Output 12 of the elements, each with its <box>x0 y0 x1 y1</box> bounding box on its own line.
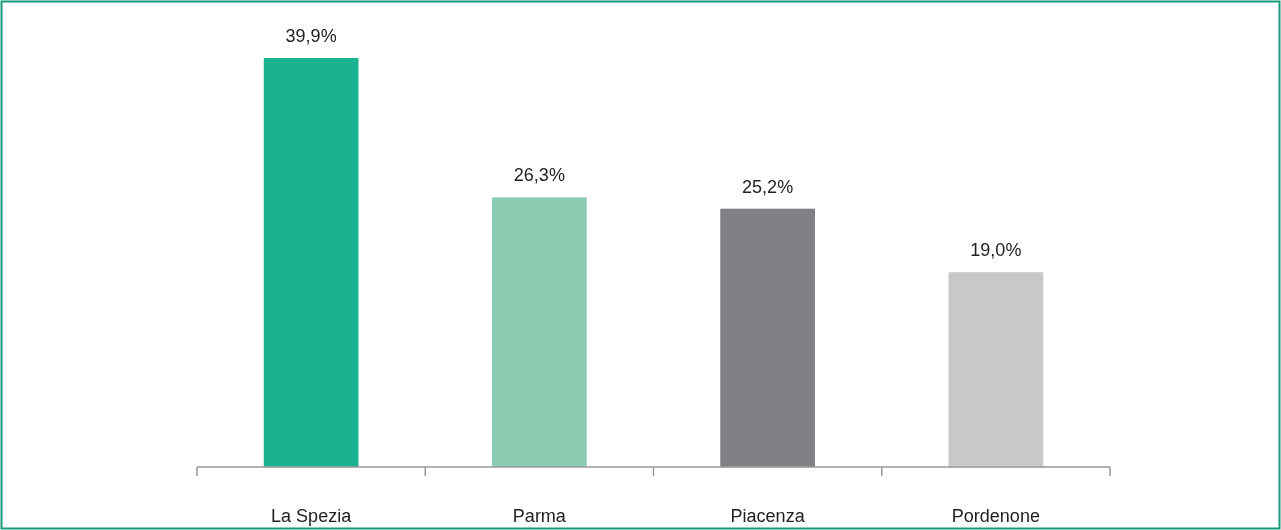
x-tick-label: Pordenone <box>951 506 1040 526</box>
x-tick-label: Piacenza <box>730 506 806 526</box>
data-label: 26,3% <box>513 165 565 186</box>
data-label: 39,9% <box>285 26 337 46</box>
data-label: 19,0% <box>970 240 1022 261</box>
x-tick-label: La Spezia <box>271 506 353 526</box>
x-tick-label: Parma <box>512 506 567 526</box>
bar <box>263 58 359 467</box>
bar <box>720 208 815 467</box>
bar <box>948 272 1044 467</box>
bar <box>492 197 587 467</box>
data-label: 25,2% <box>742 176 794 197</box>
